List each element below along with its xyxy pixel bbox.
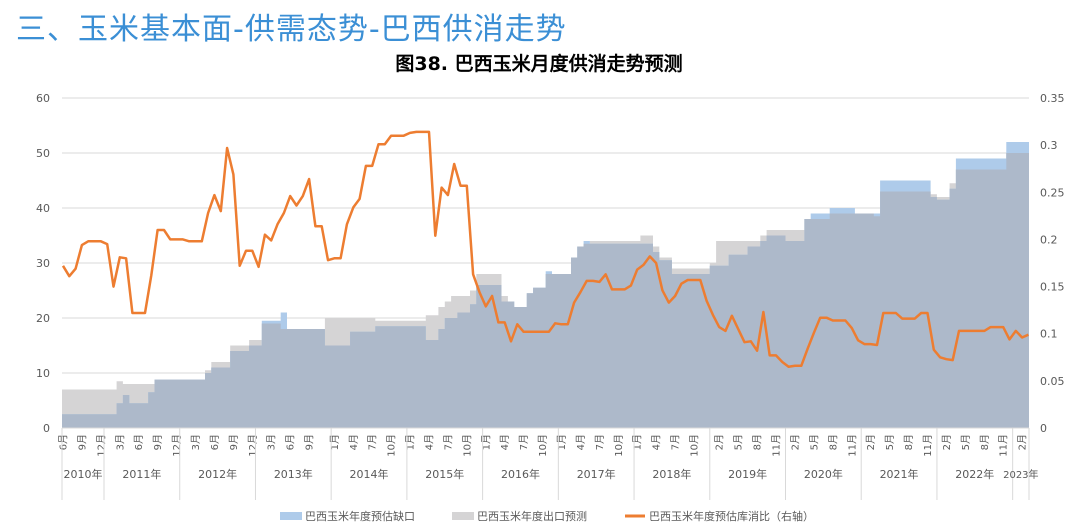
- y-tick-label: 0: [43, 422, 50, 435]
- x-tick-label: 12月: [171, 434, 183, 457]
- legend-item-supply-gap: 巴西玉米年度预估缺口: [280, 509, 415, 523]
- x-tick-label: 4月: [651, 434, 663, 450]
- x-tick-label: 7月: [594, 434, 606, 450]
- x-tick-label: 4月: [575, 434, 587, 450]
- x-tick-label: 12月: [247, 434, 259, 457]
- y-tick-label: 20: [36, 312, 50, 325]
- x-tick-label: 10月: [386, 434, 398, 457]
- x-tick-label: 3月: [190, 434, 202, 450]
- x-tick-label: 10月: [613, 434, 625, 457]
- x-tick-label: 1月: [632, 434, 644, 450]
- x-tick-label: 1月: [405, 434, 417, 450]
- legend-label: 巴西玉米年度出口预测: [477, 509, 587, 523]
- chart-title: 图38. 巴西玉米月度供消走势预测: [395, 53, 683, 75]
- x-tick-label: 8月: [827, 434, 839, 450]
- year-label: 2017年: [577, 467, 616, 481]
- y2-tick-label: 0.35: [1040, 92, 1065, 105]
- x-tick-label: 6月: [209, 434, 221, 450]
- right-axis-labels: 0 0.05 0.1 0.15 0.2 0.25 0.3 0.35: [1040, 92, 1065, 435]
- y-tick-label: 50: [36, 147, 50, 160]
- year-label: 2016年: [501, 467, 540, 481]
- x-axis: 6月 9月 12月 3月 6月 9月 12月 3月 6月 9月 12月 3月 6月 9月 1月 4月 7月 10月…: [58, 428, 1039, 500]
- x-tick-label: 2月: [789, 434, 801, 450]
- x-tick-label: 9月: [304, 434, 316, 450]
- x-tick-label: 1月: [556, 434, 568, 450]
- x-tick-label: 8月: [979, 434, 991, 450]
- x-tick-label: 2月: [941, 434, 953, 450]
- y2-tick-label: 0: [1040, 422, 1047, 435]
- x-tick-label: 1月: [480, 434, 492, 450]
- x-tick-label: 6月: [285, 434, 297, 450]
- x-tick-label: 6月: [133, 434, 145, 450]
- year-label: 2014年: [350, 467, 389, 481]
- x-tick-label: 3月: [114, 434, 126, 450]
- x-tick-label: 11月: [846, 434, 858, 457]
- x-tick-label: 4月: [348, 434, 360, 450]
- x-tick-label: 11月: [922, 434, 934, 457]
- x-tick-label: 1月: [329, 434, 341, 450]
- year-label: 2010年: [64, 467, 103, 481]
- y-tick-label: 60: [36, 92, 50, 105]
- y-tick-label: 40: [36, 202, 50, 215]
- y2-tick-label: 0.3: [1040, 139, 1058, 152]
- year-label: 2011年: [122, 467, 161, 481]
- x-tick-label: 4月: [423, 434, 435, 450]
- legend-label: 巴西玉米年度预估缺口: [305, 509, 415, 523]
- year-label: 2020年: [804, 467, 843, 481]
- x-tick-label: 10月: [461, 434, 473, 457]
- x-tick-label: 10月: [689, 434, 701, 457]
- x-tick-label: 11月: [998, 434, 1010, 457]
- legend-item-stock-to-use: 巴西玉米年度预估库消比（右轴）: [625, 509, 814, 523]
- x-tick-label: 8月: [752, 434, 764, 450]
- year-label: 2023年: [1003, 468, 1038, 481]
- year-label: 2019年: [728, 467, 767, 481]
- x-tick-label: 10月: [537, 434, 549, 457]
- x-tick-label: 7月: [670, 434, 682, 450]
- x-tick-label: 9月: [228, 434, 240, 450]
- x-tick-label: 2月: [1017, 434, 1029, 450]
- year-label: 2015年: [425, 467, 464, 481]
- year-label: 2013年: [274, 467, 313, 481]
- x-tick-label: 2月: [714, 434, 726, 450]
- year-label: 2012年: [198, 467, 237, 481]
- legend-item-export-forecast: 巴西玉米年度出口预测: [452, 509, 587, 523]
- x-tick-label: 11月: [771, 434, 783, 457]
- x-tick-label: 7月: [442, 434, 454, 450]
- y2-tick-label: 0.15: [1040, 281, 1065, 294]
- overlap-area: [62, 153, 1029, 428]
- x-tick-label: 5月: [960, 434, 972, 450]
- y2-tick-label: 0.05: [1040, 375, 1065, 388]
- line-series: [61, 130, 1029, 368]
- x-tick-label: 9月: [152, 434, 164, 450]
- legend-swatch: [280, 512, 302, 520]
- x-tick-label: 5月: [733, 434, 745, 450]
- year-label: 2018年: [652, 467, 691, 481]
- y-tick-label: 30: [36, 257, 50, 270]
- x-tick-label: 9月: [76, 434, 88, 450]
- x-tick-label: 12月: [95, 434, 107, 457]
- stock-to-use-line: [61, 130, 1029, 368]
- x-tick-label: 7月: [367, 434, 379, 450]
- area-series: [62, 142, 1029, 429]
- y2-tick-label: 0.25: [1040, 186, 1065, 199]
- y2-tick-label: 0.2: [1040, 233, 1058, 246]
- left-axis-labels: 0 10 20 30 40 50 60: [36, 92, 50, 435]
- legend-label: 巴西玉米年度预估库消比（右轴）: [649, 509, 814, 523]
- x-tick-label: 7月: [518, 434, 530, 450]
- y-tick-label: 10: [36, 367, 50, 380]
- x-tick-label: 6月: [58, 434, 70, 450]
- x-tick-label: 3月: [266, 434, 278, 450]
- section-title: 三、玉米基本面-供需态势-巴西供消走势: [16, 12, 567, 47]
- year-label: 2021年: [880, 467, 919, 481]
- year-label: 2022年: [955, 467, 994, 481]
- legend-swatch: [452, 512, 474, 520]
- x-tick-label: 5月: [808, 434, 820, 450]
- x-tick-label: 8月: [903, 434, 915, 450]
- x-tick-label: 5月: [884, 434, 896, 450]
- legend: 巴西玉米年度预估缺口 巴西玉米年度出口预测 巴西玉米年度预估库消比（右轴）: [280, 509, 814, 523]
- y2-tick-label: 0.1: [1040, 328, 1058, 341]
- x-tick-label: 2月: [865, 434, 877, 450]
- x-tick-label: 4月: [499, 434, 511, 450]
